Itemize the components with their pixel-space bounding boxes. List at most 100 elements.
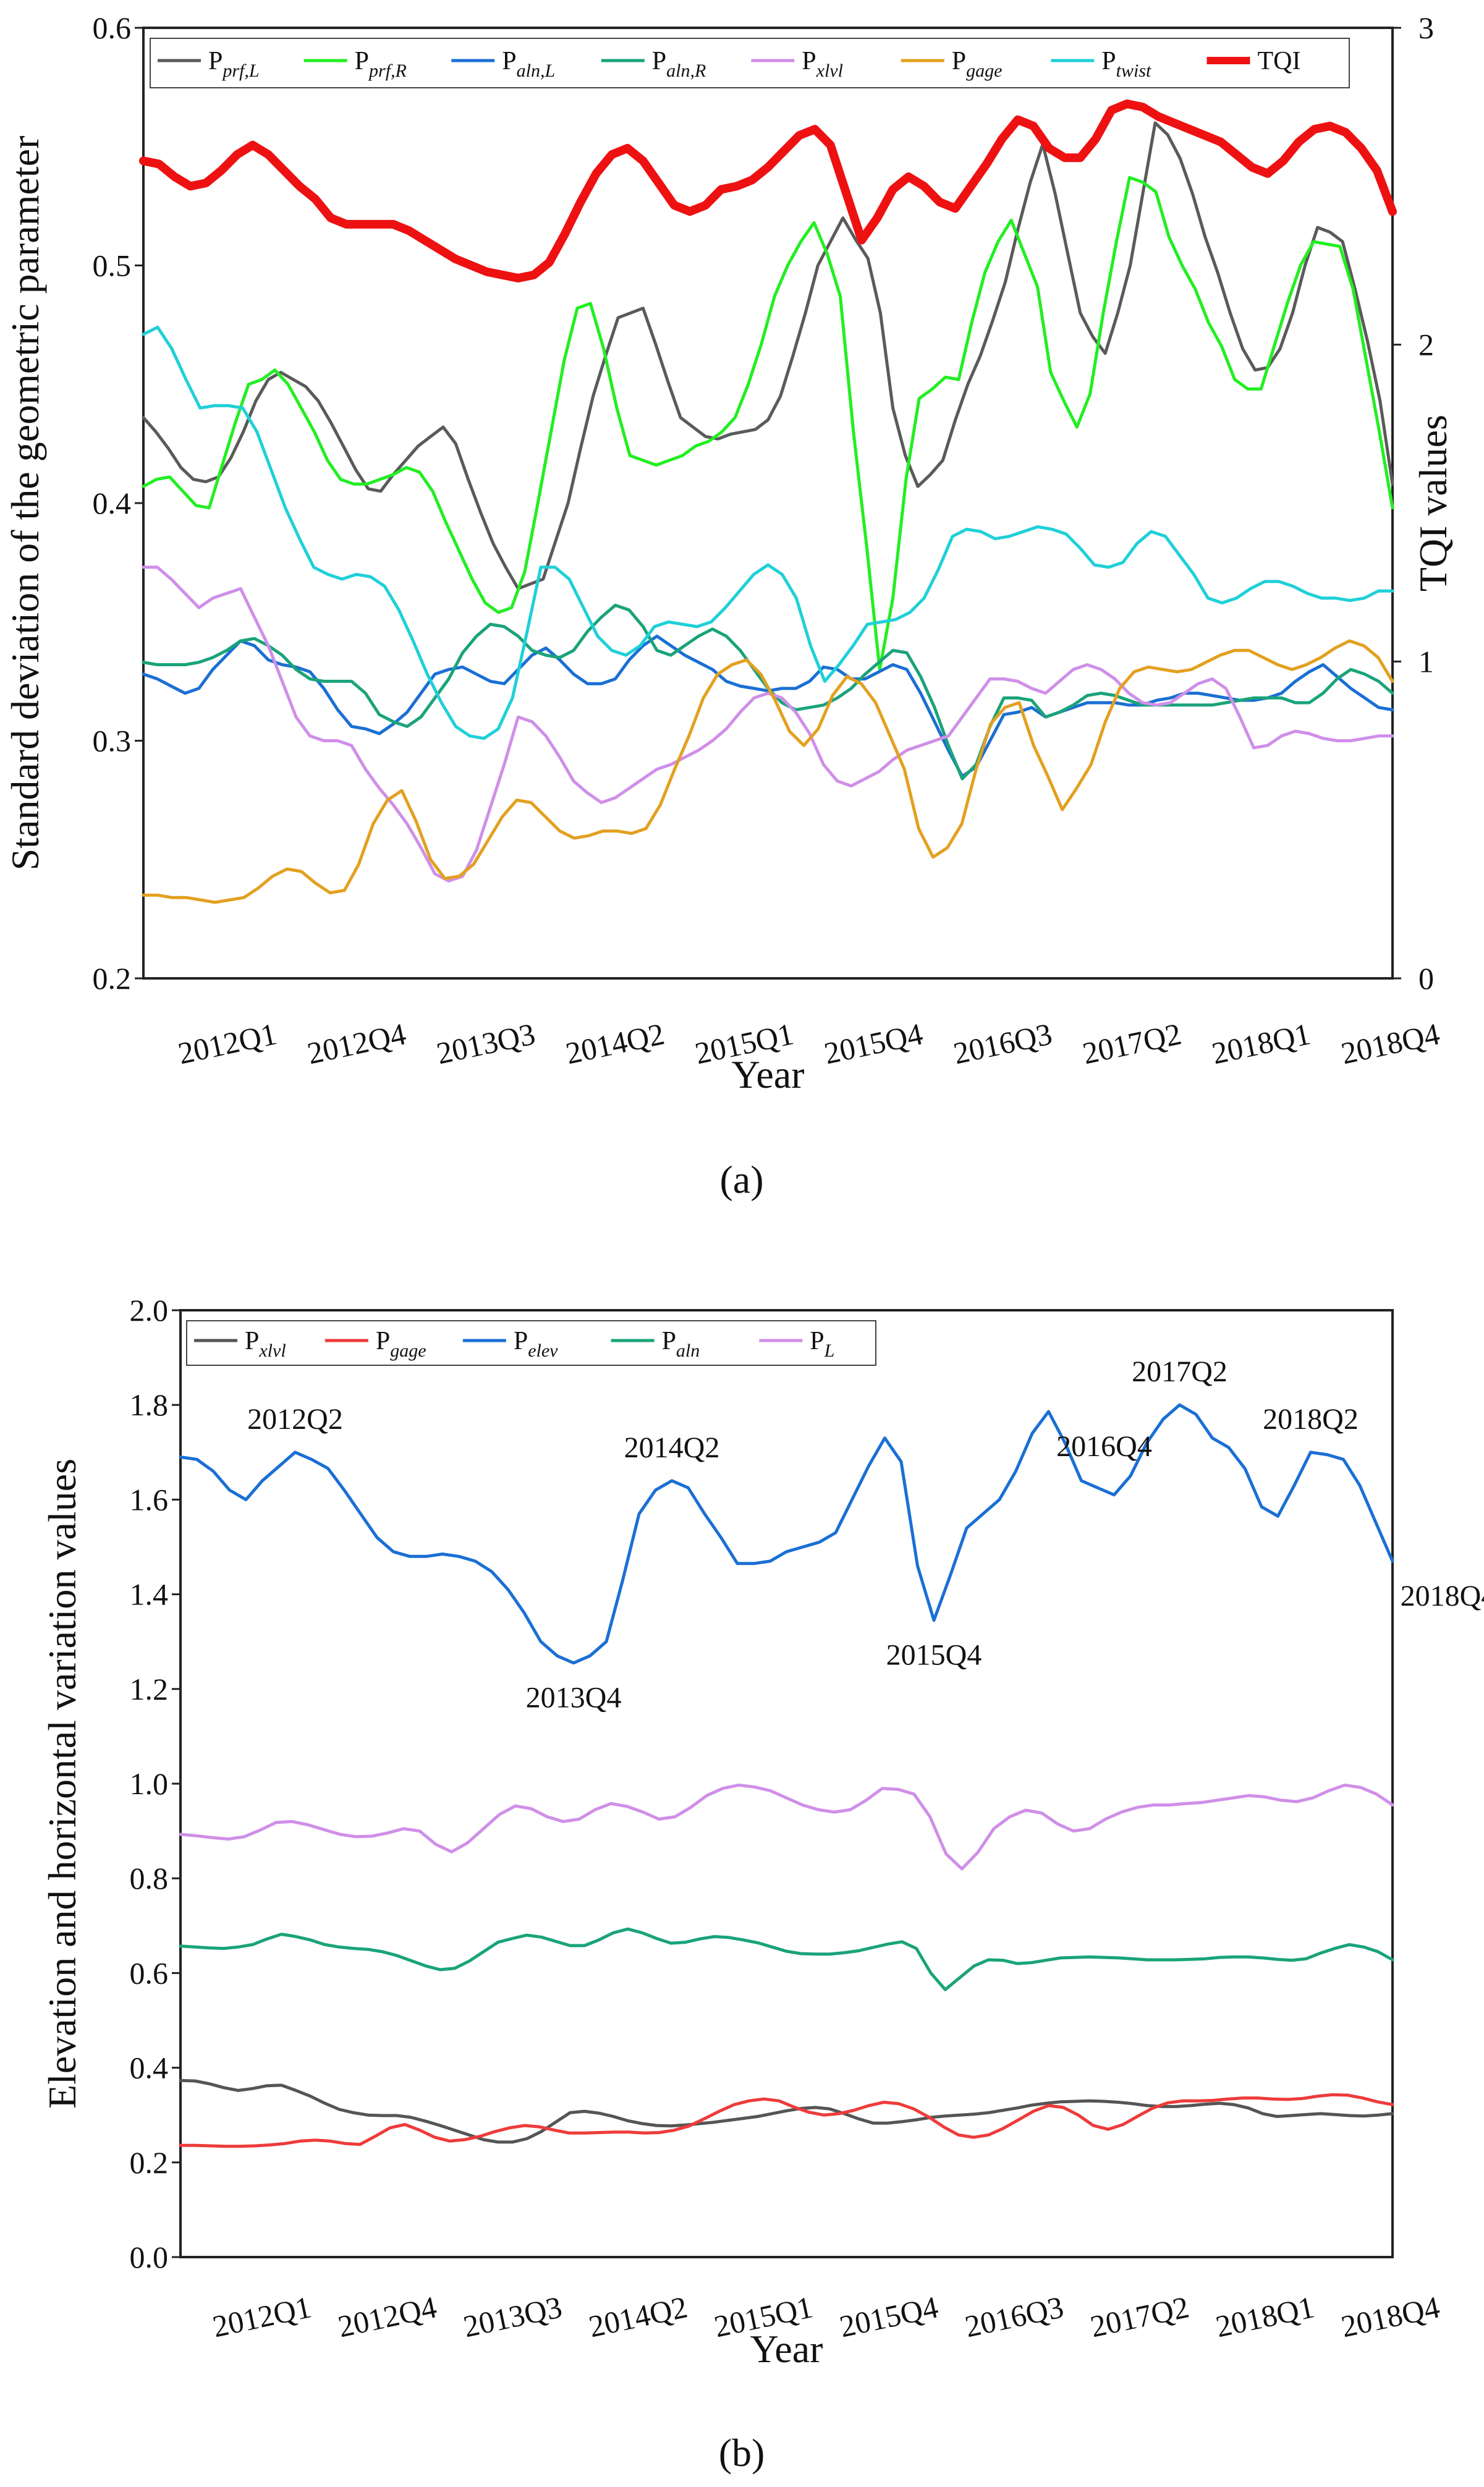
legend-label: Pxlvl — [245, 1327, 286, 1361]
legend-label: Ptwist — [1101, 47, 1151, 81]
x-tick-label: 2013Q3 — [460, 2289, 565, 2344]
legend-subscript: gage — [390, 1341, 426, 1361]
series-line-p-l — [179, 1783, 1394, 1871]
y-tick-label: 1.2 — [130, 1672, 169, 1706]
legend-label: Pprf,R — [355, 47, 407, 81]
legend-box — [186, 1320, 876, 1366]
legend-name: P — [514, 1327, 528, 1355]
legend-subscript: prf,L — [221, 61, 259, 81]
y2-tick-label: 0 — [1418, 961, 1434, 996]
y-tick-label: 0.2 — [130, 2145, 169, 2180]
legend-subscript: gage — [966, 61, 1002, 81]
point-annotation: 2017Q2 — [1132, 1355, 1227, 1388]
x-tick-label: 2012Q4 — [335, 2289, 439, 2344]
x-tick-label: 2017Q2 — [1087, 2289, 1192, 2344]
x-axis-title: Year — [732, 1053, 805, 1096]
legend-name: P — [355, 47, 369, 75]
point-annotation: 2014Q2 — [624, 1431, 720, 1464]
point-annotation: 2018Q4 — [1401, 1580, 1484, 1612]
panel-label: (b) — [719, 2431, 765, 2475]
point-annotation: 2013Q4 — [526, 1682, 622, 1714]
legend-label: PL — [810, 1327, 834, 1361]
legend-name: P — [1101, 47, 1116, 75]
y-tick-label: 1.8 — [130, 1388, 169, 1422]
legend-name: P — [952, 47, 966, 75]
legend-name: P — [802, 47, 816, 75]
panel-b-chart: 0.0 0.2 0.4 0.6 0.8 1.0 1.2 1.4 1.6 1.8 2.0 2012Q1 2… — [40, 1293, 1484, 2475]
x-tick-label: 2012Q4 — [304, 1016, 409, 1070]
legend-name: TQI — [1258, 47, 1301, 75]
series-line-p-gage — [179, 2093, 1394, 2148]
y-tick-label: 2.0 — [130, 1293, 169, 1328]
legend-subscript: aln,L — [517, 61, 556, 81]
x-tick-label: 2015Q4 — [821, 1016, 926, 1070]
legend-name: P — [376, 1327, 390, 1355]
y2-tick-label: 3 — [1418, 11, 1434, 45]
legend-label: Pgage — [376, 1327, 426, 1361]
series-line-p-prf-l — [142, 121, 1394, 590]
legend-name: P — [502, 47, 516, 75]
x-tick-label: 2012Q1 — [210, 2289, 314, 2344]
legend-label: Pgage — [952, 47, 1003, 81]
legend-subscript: xlvl — [816, 61, 843, 81]
y-tick-label: 1.0 — [130, 1766, 169, 1801]
series-line-p-aln — [179, 1927, 1394, 1991]
series-line-p-prf-r — [142, 176, 1394, 671]
panel-label: (a) — [719, 1158, 763, 1201]
y2-tick-label: 1 — [1418, 644, 1434, 679]
x-axis-title: Year — [750, 2327, 823, 2371]
legend-label: Pelev — [514, 1327, 558, 1361]
x-tick-label: 2018Q1 — [1213, 2289, 1317, 2344]
x-tick-label: 2018Q1 — [1209, 1016, 1313, 1070]
y-tick-label: 0.8 — [130, 1861, 169, 1896]
y-tick-label: 1.6 — [130, 1482, 169, 1517]
series-line-p-gage — [142, 639, 1394, 904]
legend-subscript: elev — [528, 1341, 558, 1361]
y-tick-label: 0.6 — [130, 1955, 169, 1990]
legend-name: P — [245, 1327, 259, 1355]
x-tick-label: 2016Q3 — [951, 1016, 1055, 1070]
y-axis-title: Elevation and horizontal variation value… — [40, 1459, 84, 2109]
legend-subscript: aln,R — [666, 61, 706, 81]
legend-label: Paln,R — [652, 47, 706, 81]
legend-label: Paln,L — [502, 47, 555, 81]
y2-axis-title: TQI values — [1411, 415, 1455, 591]
legend-name: P — [652, 47, 666, 75]
y-axis-title: Standard deviation of the geometric para… — [3, 136, 47, 871]
series-line-p-xlvl — [142, 566, 1394, 883]
legend-subscript: prf,R — [368, 61, 407, 81]
x-tick-label: 2013Q3 — [433, 1016, 538, 1070]
legend-name: P — [662, 1327, 676, 1355]
legend-subscript: xlvl — [258, 1341, 286, 1361]
x-tick-label: 2018Q4 — [1338, 2289, 1443, 2344]
x-tick-label: 2018Q4 — [1338, 1016, 1443, 1070]
legend-label: Paln — [662, 1327, 700, 1361]
y-tick-label: 0.0 — [130, 2240, 169, 2274]
point-annotation: 2012Q2 — [247, 1403, 343, 1436]
x-tick-label: 2014Q2 — [562, 1016, 667, 1070]
x-tick-label: 2016Q3 — [962, 2289, 1066, 2344]
legend-subscript: aln — [676, 1341, 700, 1361]
series-line-p-xlvl — [179, 2078, 1394, 2144]
legend-subscript: L — [824, 1341, 835, 1361]
legend-label: Pxlvl — [802, 47, 843, 81]
legend-label: Pprf,L — [208, 47, 260, 81]
y-tick-label: 0.4 — [130, 2051, 169, 2085]
x-tick-label: 2017Q2 — [1080, 1016, 1184, 1070]
panel-a-chart: 0.2 0.3 0.4 0.5 0.6 0 1 2 3 2012Q1 2012Q4 2013Q3 201… — [3, 11, 1455, 1201]
y2-tick-label: 2 — [1418, 328, 1434, 362]
legend-box — [150, 38, 1350, 88]
series-line-p-elev — [179, 1403, 1394, 1665]
x-tick-label: 2014Q2 — [586, 2289, 690, 2344]
x-tick-label: 2015Q4 — [836, 2289, 941, 2344]
legend-label: TQI — [1258, 47, 1301, 75]
legend-name: P — [810, 1327, 824, 1355]
y-tick-label: 1.4 — [130, 1577, 169, 1612]
y-tick-label: 0.6 — [93, 11, 132, 45]
series-line-tqi — [139, 100, 1397, 282]
point-annotation: 2018Q2 — [1263, 1403, 1359, 1436]
point-annotation: 2015Q4 — [886, 1639, 982, 1672]
x-tick-label: 2012Q1 — [175, 1016, 279, 1070]
y-tick-label: 0.4 — [93, 486, 132, 520]
